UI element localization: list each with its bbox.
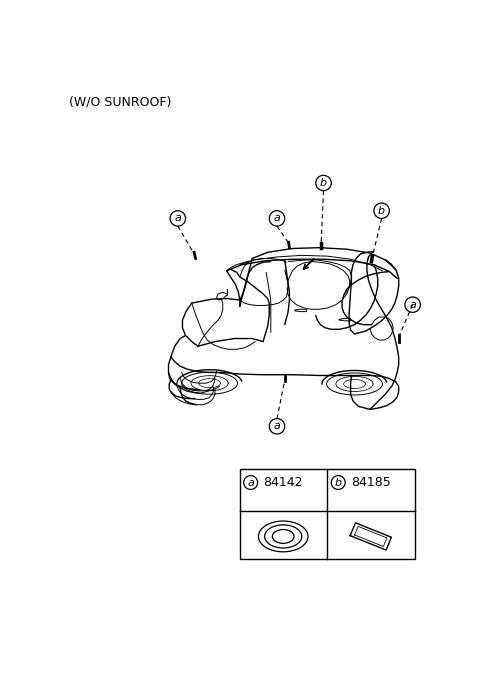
Text: a: a [274, 421, 280, 431]
Text: b: b [320, 178, 327, 188]
Text: 84142: 84142 [263, 476, 302, 489]
Text: a: a [174, 214, 181, 224]
Text: (W/O SUNROOF): (W/O SUNROOF) [69, 95, 172, 108]
Text: b: b [378, 205, 385, 216]
Text: a: a [247, 477, 254, 487]
Bar [240, 469, 415, 559]
Text: a: a [409, 300, 416, 310]
Text: 84185: 84185 [350, 476, 390, 489]
Text: a: a [274, 214, 280, 224]
Text: b: b [335, 477, 342, 487]
